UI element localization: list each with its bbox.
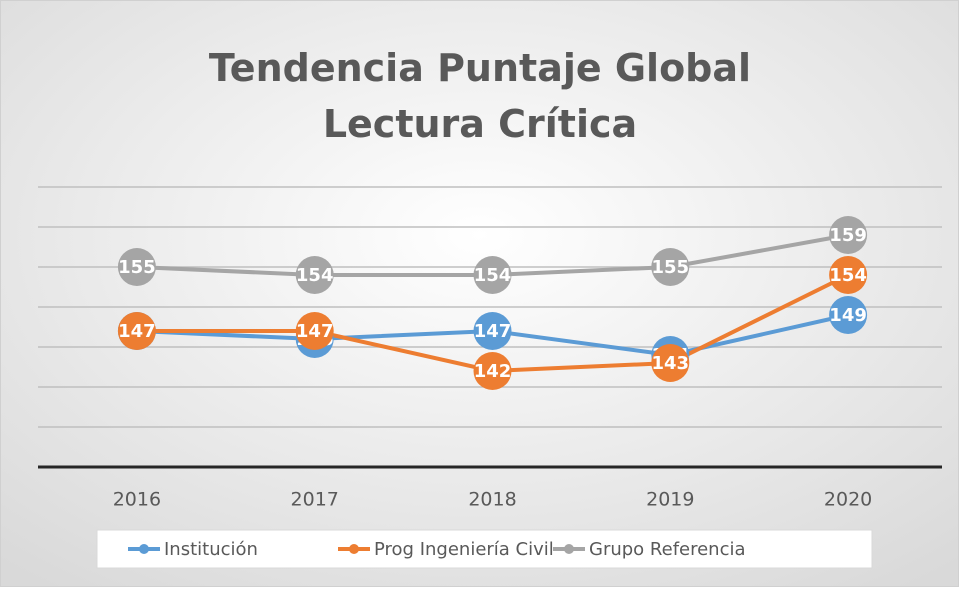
data-label: 147 xyxy=(296,321,334,342)
point xyxy=(651,248,690,286)
point xyxy=(295,312,334,350)
chart-title: Tendencia Puntaje Global Lectura Crítica xyxy=(208,46,752,146)
point xyxy=(829,256,868,294)
data-label: 147 xyxy=(474,321,512,342)
data-label: 154 xyxy=(474,265,512,286)
legend-label: Grupo Referencia xyxy=(589,539,746,560)
point xyxy=(473,352,512,390)
legend-label: Prog Ingeniería Civil xyxy=(374,539,554,560)
point xyxy=(829,296,868,334)
legend-box xyxy=(96,529,873,569)
data-label: 147 xyxy=(118,321,156,342)
data-label: 155 xyxy=(118,257,156,278)
data-label: 155 xyxy=(652,257,690,278)
data-label: 154 xyxy=(829,265,867,286)
point xyxy=(473,256,512,294)
legend-marker xyxy=(349,544,359,554)
x-tick-label: 2018 xyxy=(468,489,516,511)
x-tick-label: 2016 xyxy=(113,489,161,511)
data-label: 143 xyxy=(652,353,690,374)
legend-marker xyxy=(564,544,574,554)
title-box: Tendencia Puntaje Global Lectura Crítica xyxy=(208,46,752,146)
point xyxy=(473,312,512,350)
point xyxy=(829,216,868,254)
point xyxy=(117,248,156,286)
x-tick-label: 2020 xyxy=(824,489,872,511)
point xyxy=(117,312,156,350)
data-label: 142 xyxy=(474,361,512,382)
legend-label: Institución xyxy=(164,539,258,560)
data-label: 149 xyxy=(829,305,867,326)
point xyxy=(295,256,334,294)
legend-marker xyxy=(139,544,149,554)
point xyxy=(651,344,690,382)
x-tick-label: 2017 xyxy=(291,489,339,511)
data-label: 159 xyxy=(829,225,867,246)
data-label: 154 xyxy=(296,265,334,286)
x-tick-label: 2019 xyxy=(646,489,694,511)
